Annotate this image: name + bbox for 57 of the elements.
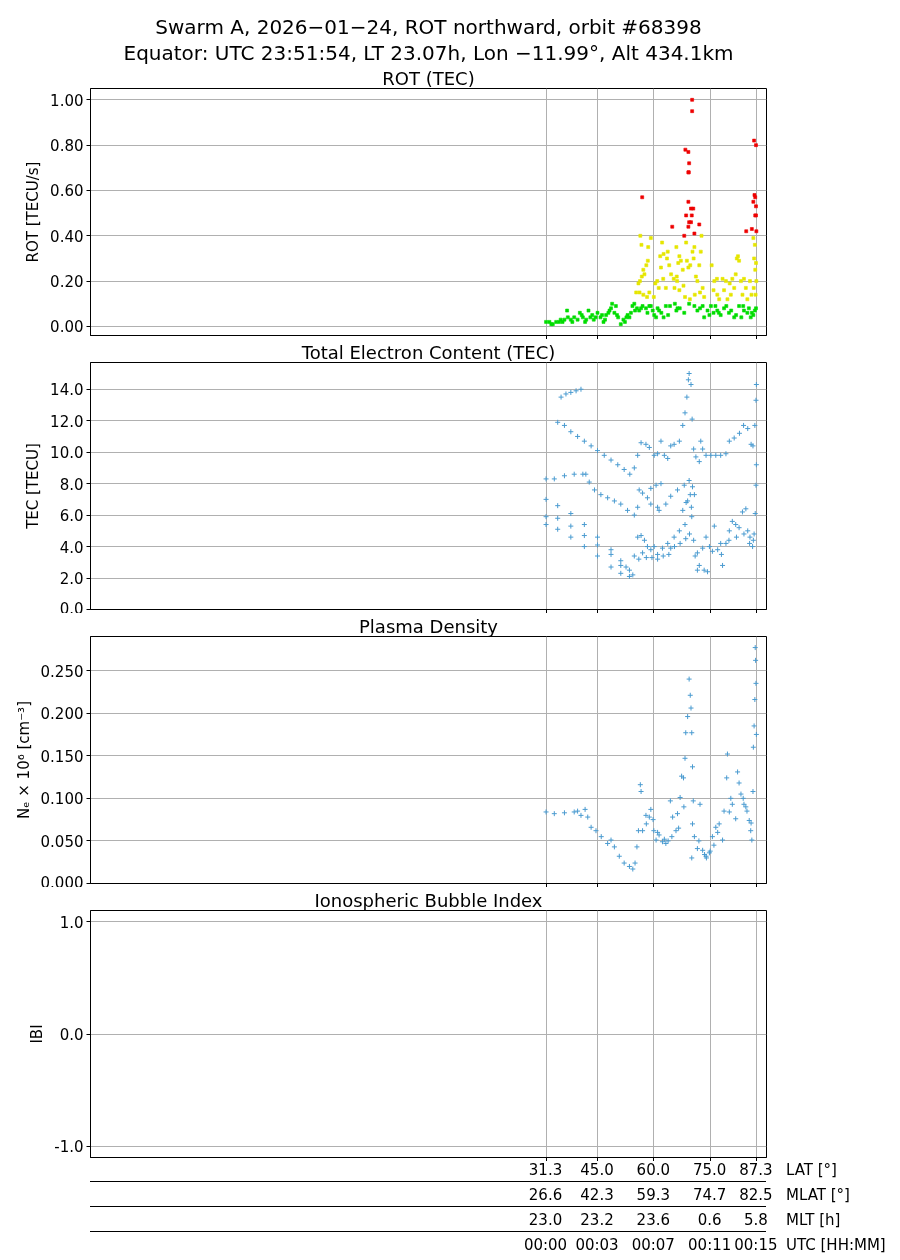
- text: 23.2: [580, 1211, 614, 1229]
- x-tick-label: 45.0: [580, 1161, 614, 1179]
- y-tick-label: 0.050: [40, 832, 84, 851]
- y-axis-title: Nₑ × 10⁶ [cm⁻³]: [14, 701, 33, 819]
- text: 5.8: [743, 1211, 768, 1229]
- text: 82.5: [739, 1186, 773, 1204]
- text: 26.6: [528, 1186, 563, 1204]
- y-tick-label: 4.0: [59, 538, 84, 557]
- y-tick-label: 0.00: [50, 318, 84, 337]
- y-tick-label: 10.0: [50, 444, 84, 463]
- text: 74.7: [692, 1186, 727, 1204]
- text: UTC [HH:MM]: [786, 1236, 886, 1254]
- y-tick-label: 6.0: [59, 507, 84, 526]
- text: 00:03: [575, 1236, 619, 1254]
- text: 42.3: [580, 1186, 614, 1204]
- y-tick-label: 0.80: [50, 137, 84, 156]
- y-tick-label: 0.100: [40, 790, 84, 809]
- y-tick-label: 2.0: [59, 570, 84, 589]
- chart-title: Total Electron Content (TEC): [300, 341, 556, 363]
- x-tick-label: 75.0: [692, 1161, 727, 1179]
- y-tick-label: 0.250: [40, 662, 84, 681]
- text: 0.6: [697, 1211, 722, 1229]
- text: Equator: UTC 23:51:54, LT 23.07h, Lon −11.99°, Alt 434.1km: [123, 40, 734, 65]
- text: 23.6: [636, 1211, 670, 1229]
- chart-title: ROT (TEC): [382, 67, 475, 89]
- y-tick-label: 1.0: [59, 913, 84, 932]
- y-tick-label: -1.0: [54, 1138, 84, 1157]
- y-tick-label: 0.000: [40, 873, 84, 892]
- x-tick-label: 60.0: [636, 1161, 670, 1179]
- text: MLT [h]: [786, 1211, 841, 1229]
- y-tick-label: 0.0: [59, 1026, 84, 1044]
- y-tick-label: 0.60: [50, 182, 84, 201]
- y-axis-title: TEC [TECU]: [24, 443, 43, 530]
- y-axis-title: ROT [TECU/s]: [24, 161, 43, 263]
- y-tick-label: 0.200: [40, 705, 84, 724]
- y-axis-title: IBI: [28, 1024, 47, 1044]
- x-tick-label: 87.3: [739, 1161, 773, 1179]
- text: MLAT [°]: [786, 1186, 850, 1204]
- y-tick-label: 14.0: [50, 381, 84, 400]
- x-tick-label: 31.3: [528, 1161, 563, 1179]
- text: 00:15: [734, 1236, 778, 1254]
- text: 00:11: [688, 1236, 732, 1254]
- text: Swarm A, 2026−01−24, ROT northward, orbit #68398: [155, 14, 702, 39]
- y-tick-label: 1.00: [50, 91, 84, 110]
- chart-title: Ionospheric Bubble Index: [314, 889, 543, 911]
- y-tick-label: 8.0: [59, 475, 84, 494]
- text: 00:07: [631, 1236, 675, 1254]
- y-tick-label: 0.20: [50, 273, 84, 292]
- y-tick-label: 0.0: [59, 599, 84, 618]
- y-tick-label: 0.40: [50, 227, 84, 246]
- y-tick-label: 0.150: [40, 747, 84, 766]
- text: 00:00: [523, 1236, 568, 1254]
- y-tick-label: 12.0: [50, 412, 84, 431]
- x-axis-title: LAT [°]: [786, 1161, 837, 1179]
- chart-title: Plasma Density: [359, 615, 499, 637]
- text: 59.3: [636, 1186, 670, 1204]
- text: 23.0: [528, 1211, 563, 1229]
